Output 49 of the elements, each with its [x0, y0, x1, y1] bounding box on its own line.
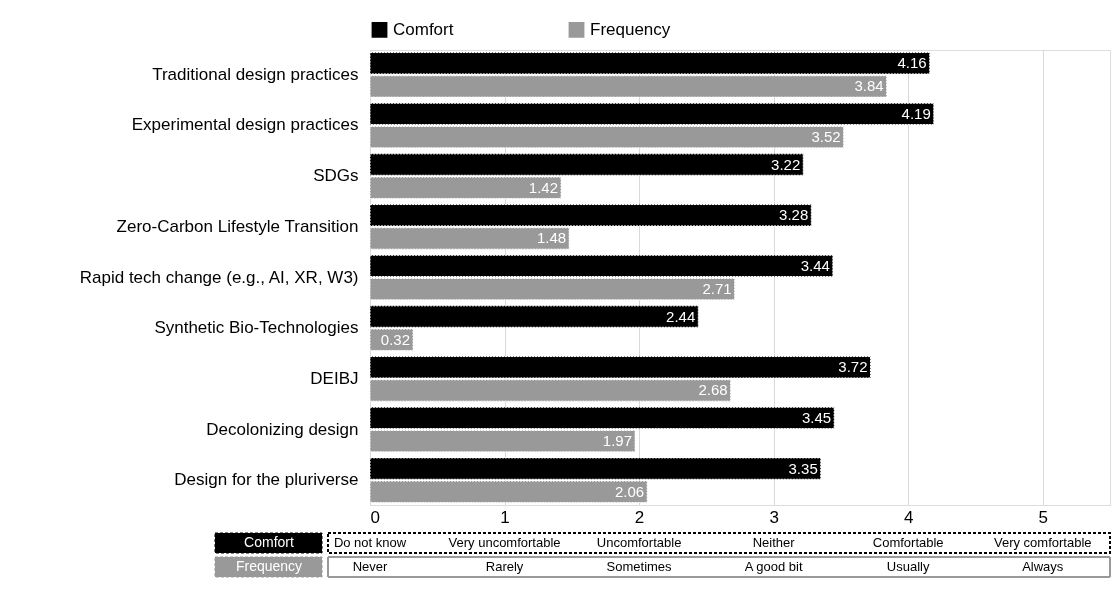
data-label: 3.35: [788, 459, 818, 477]
y-tick-label: Zero-Carbon Lifestyle Transition: [116, 216, 359, 236]
x-tick-label: 0: [370, 507, 380, 527]
text: Comfort: [244, 534, 294, 550]
y-tick-label: Rapid tech change (e.g., AI, XR, W3): [79, 267, 359, 287]
text: Sometimes: [606, 559, 673, 574]
text: Very uncomfortable: [448, 535, 561, 550]
legend-label: Frequency: [590, 19, 671, 39]
y-tick-label: Traditional design practices: [152, 64, 359, 84]
text: Neither: [752, 535, 796, 550]
text: Uncomfortable: [596, 535, 682, 550]
data-label: 4.16: [897, 54, 927, 72]
data-label: 1.97: [602, 432, 633, 450]
y-tick-label: Decolonizing design: [206, 419, 359, 439]
data-label: 3.44: [800, 256, 830, 274]
x-tick-label: 5: [1038, 507, 1048, 527]
y-tick-label: DEIBJ: [310, 368, 359, 388]
text: Do not know: [333, 535, 407, 550]
x-tick-label: 1: [500, 507, 510, 527]
x-tick-label: 4: [903, 507, 914, 527]
y-tick-label: SDGs: [313, 166, 359, 186]
x-tick-label: 2: [634, 507, 645, 527]
data-label: 4.19: [901, 104, 931, 122]
text: Always: [1022, 559, 1064, 574]
text: Never: [352, 559, 388, 574]
x-tick-label: 3: [769, 507, 779, 527]
y-tick-label: Experimental design practices: [131, 115, 359, 135]
data-label: 0.32: [380, 330, 411, 348]
data-label: 2.71: [702, 280, 732, 298]
data-label: 3.45: [801, 408, 832, 426]
data-label: 1.42: [528, 178, 559, 196]
data-label: 2.68: [698, 381, 728, 399]
text: Usually: [886, 559, 930, 574]
text: Comfortable: [872, 535, 944, 550]
data-label: 2.44: [666, 307, 696, 325]
data-label: 3.52: [811, 128, 841, 146]
text: Rarely: [485, 559, 524, 574]
data-label: 3.84: [854, 77, 884, 95]
data-label: 3.72: [838, 358, 868, 376]
data-label: 3.22: [771, 155, 801, 173]
text: A good bit: [744, 559, 803, 574]
text: Frequency: [235, 558, 303, 574]
y-tick-label: Synthetic Bio-Technologies: [154, 318, 359, 338]
legend-label: Comfort: [393, 19, 454, 39]
data-label: 1.48: [536, 229, 567, 247]
data-label: 2.06: [614, 482, 645, 500]
text: Very comfortable: [993, 535, 1092, 550]
data-label: 3.28: [779, 206, 809, 224]
y-tick-label: Design for the pluriverse: [174, 470, 359, 490]
